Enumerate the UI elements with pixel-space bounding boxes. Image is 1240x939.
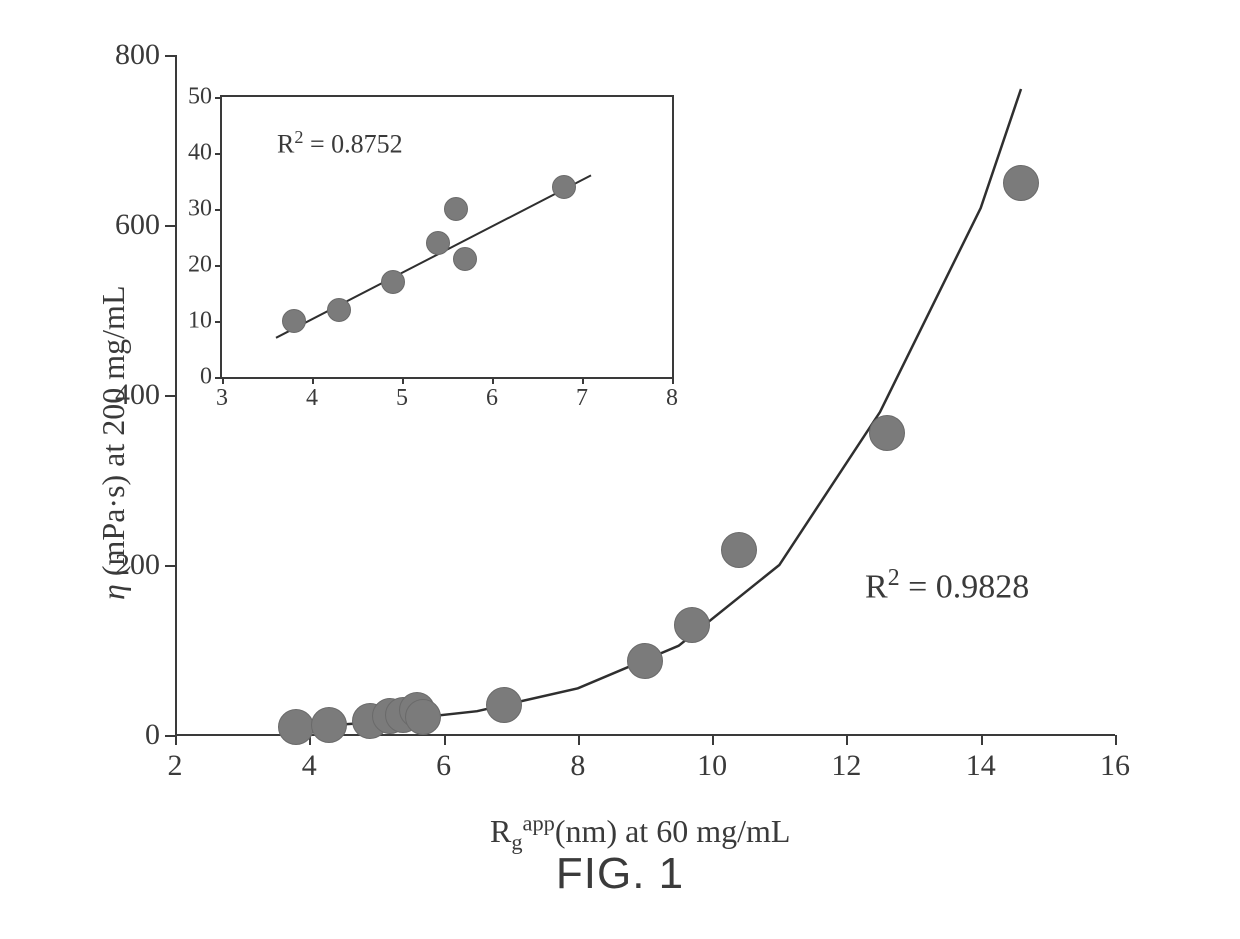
inset-x-tick-label: 3 bbox=[216, 385, 228, 412]
inset-scatter-point bbox=[282, 309, 306, 333]
inset-y-tick bbox=[215, 321, 222, 323]
x-tick-label: 14 bbox=[966, 749, 996, 783]
y-tick bbox=[165, 395, 175, 397]
inset-fit-line bbox=[276, 175, 591, 337]
inset-y-tick-label: 40 bbox=[172, 140, 212, 167]
scatter-point bbox=[674, 607, 710, 643]
scatter-point bbox=[869, 415, 905, 451]
inset-x-tick-label: 7 bbox=[576, 385, 588, 412]
inset-x-tick-label: 6 bbox=[486, 385, 498, 412]
main-plot-area: 2468101214160200400600800R2 = 0.98283456… bbox=[175, 55, 1115, 735]
y-tick bbox=[165, 225, 175, 227]
inset-x-tick-label: 5 bbox=[396, 385, 408, 412]
figure-caption: FIG. 1 bbox=[0, 849, 1240, 899]
inset-x-tick bbox=[222, 377, 224, 384]
x-tick-label: 8 bbox=[570, 749, 585, 783]
x-tick bbox=[712, 735, 714, 745]
inset-y-tick-label: 0 bbox=[172, 364, 212, 391]
inset-y-tick-label: 30 bbox=[172, 196, 212, 223]
x-tick bbox=[175, 735, 177, 745]
y-tick bbox=[165, 565, 175, 567]
scatter-point bbox=[486, 687, 522, 723]
y-tick-label: 800 bbox=[85, 38, 160, 72]
x-axis-title-text: Rgapp(nm) at 60 mg/mL bbox=[490, 813, 790, 849]
inset-scatter-point bbox=[381, 270, 405, 294]
scatter-point bbox=[627, 643, 663, 679]
x-tick bbox=[846, 735, 848, 745]
scatter-point bbox=[721, 532, 757, 568]
inset-plot: 34567801020304050R2 = 0.8752 bbox=[220, 95, 674, 379]
inset-scatter-point bbox=[552, 175, 576, 199]
inset-y-tick-label: 20 bbox=[172, 252, 212, 279]
scatter-point bbox=[405, 699, 441, 735]
inset-y-tick bbox=[215, 377, 222, 379]
x-tick bbox=[444, 735, 446, 745]
inset-x-tick bbox=[672, 377, 674, 384]
x-tick-label: 12 bbox=[831, 749, 861, 783]
inset-x-tick bbox=[492, 377, 494, 384]
x-tick-label: 16 bbox=[1100, 749, 1130, 783]
x-tick-label: 10 bbox=[697, 749, 727, 783]
y-tick bbox=[165, 55, 175, 57]
inset-y-tick bbox=[215, 97, 222, 99]
inset-y-tick bbox=[215, 153, 222, 155]
inset-x-tick bbox=[312, 377, 314, 384]
x-tick bbox=[1115, 735, 1117, 745]
y-tick bbox=[165, 735, 175, 737]
scatter-point bbox=[278, 709, 314, 745]
inset-scatter-point bbox=[453, 247, 477, 271]
inset-x-tick-label: 4 bbox=[306, 385, 318, 412]
inset-x-tick bbox=[402, 377, 404, 384]
x-tick bbox=[578, 735, 580, 745]
inset-scatter-point bbox=[327, 298, 351, 322]
inset-y-tick bbox=[215, 265, 222, 267]
y-axis-title: η (mPa·s) at 200 mg/mL bbox=[95, 286, 132, 601]
inset-scatter-point bbox=[426, 231, 450, 255]
x-tick-label: 6 bbox=[436, 749, 451, 783]
inset-scatter-point bbox=[444, 197, 468, 221]
inset-y-tick-label: 50 bbox=[172, 84, 212, 111]
x-tick-label: 4 bbox=[302, 749, 317, 783]
figure-container: 2468101214160200400600800R2 = 0.98283456… bbox=[0, 0, 1240, 939]
inset-x-tick bbox=[582, 377, 584, 384]
r-squared-main: R2 = 0.9828 bbox=[865, 565, 1029, 606]
inset-y-tick-label: 10 bbox=[172, 308, 212, 335]
inset-y-tick bbox=[215, 209, 222, 211]
r-squared-inset: R2 = 0.8752 bbox=[277, 127, 403, 160]
scatter-point bbox=[311, 707, 347, 743]
x-tick bbox=[981, 735, 983, 745]
inset-x-tick-label: 8 bbox=[666, 385, 678, 412]
x-tick-label: 2 bbox=[168, 749, 183, 783]
y-tick-label: 600 bbox=[85, 208, 160, 242]
scatter-point bbox=[1003, 165, 1039, 201]
y-axis-title-text: η (mPa·s) at 200 mg/mL bbox=[95, 286, 131, 601]
y-tick-label: 0 bbox=[85, 718, 160, 752]
figure-caption-text: FIG. 1 bbox=[556, 849, 684, 898]
